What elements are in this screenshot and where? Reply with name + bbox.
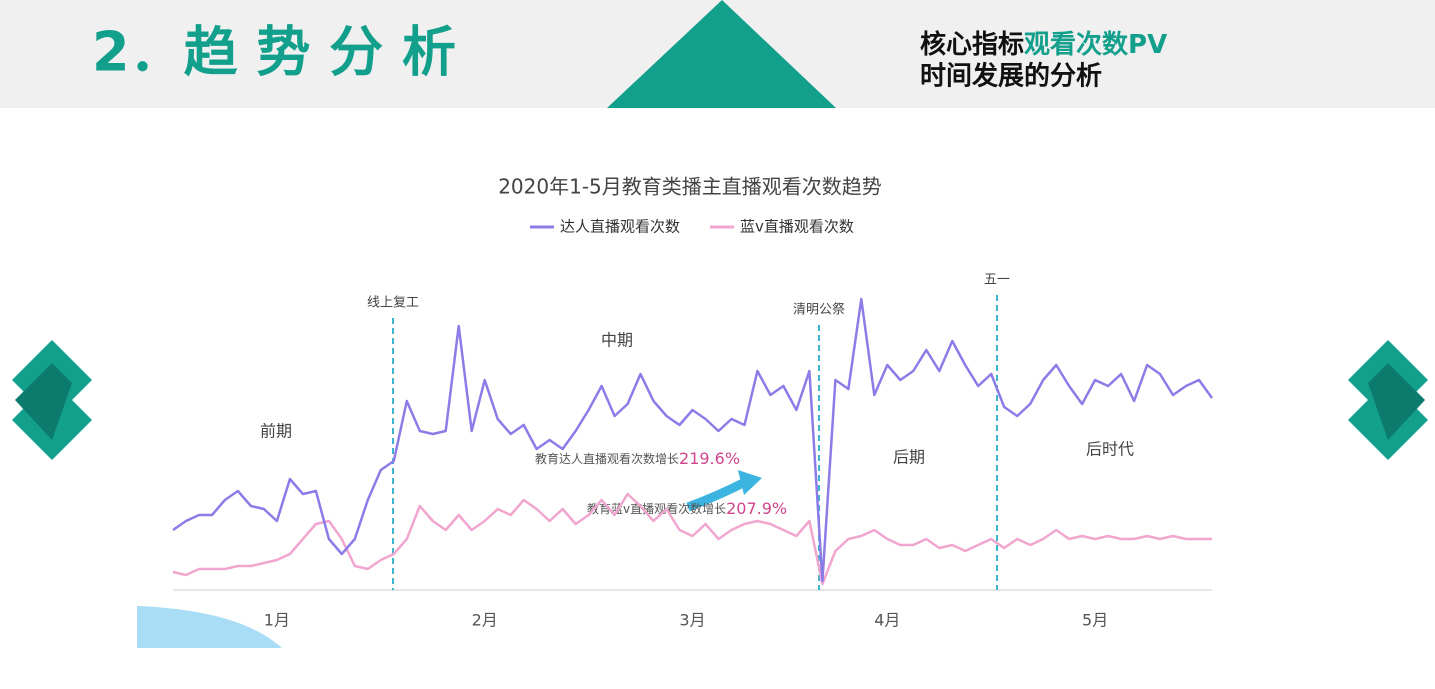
growth-text: 教育达人直播观看次数增长 — [535, 451, 679, 466]
phase-label: 后时代 — [1086, 440, 1134, 459]
x-tick-label: 4月 — [874, 611, 900, 630]
decor — [137, 606, 282, 648]
growth-arrow — [686, 478, 748, 512]
header-subtitle: 核心指标观看次数PV — [920, 29, 1167, 60]
header-subtitle: 时间发展的分析 — [920, 61, 1102, 92]
x-tick-label: 5月 — [1082, 611, 1108, 630]
subtitle-part: 核心指标 — [920, 29, 1024, 60]
subtitle-part: 观看次数PV — [1024, 30, 1167, 60]
event-label: 五一 — [984, 273, 1010, 288]
phase-label: 前期 — [260, 422, 292, 441]
x-tick-label: 2月 — [472, 611, 498, 630]
header-title: 2．趋 势 分 析 — [92, 21, 456, 84]
arrow-head — [738, 470, 762, 495]
growth-value: 207.9% — [726, 499, 787, 518]
event-label: 线上复工 — [367, 296, 419, 311]
event-label: 清明公祭 — [793, 303, 845, 318]
legend-label: 达人直播观看次数 — [560, 218, 680, 236]
growth-label: 教育达人直播观看次数增长219.6% — [535, 449, 740, 468]
series-line — [172, 297, 1214, 583]
triangle — [607, 0, 836, 108]
growth-value: 219.6% — [679, 449, 740, 468]
nav-right[interactable] — [1348, 340, 1428, 460]
x-tick-label: 3月 — [679, 611, 705, 630]
phase-label: 后期 — [893, 448, 925, 467]
x-tick-label: 1月 — [264, 611, 290, 630]
chart-title: 2020年1-5月教育类播主直播观看次数趋势 — [498, 175, 882, 199]
nav-left[interactable] — [12, 340, 92, 460]
phase-label: 中期 — [601, 331, 633, 350]
legend-label: 蓝v直播观看次数 — [740, 218, 854, 236]
growth-label: 教育蓝v直播观看次数增长207.9% — [587, 499, 787, 518]
